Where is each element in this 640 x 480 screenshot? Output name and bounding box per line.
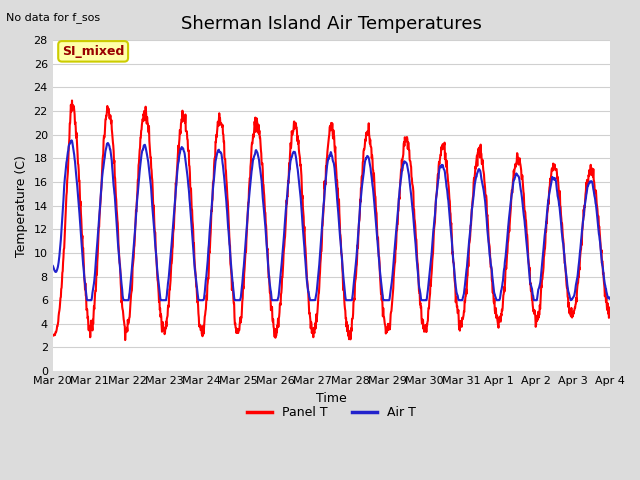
Text: No data for f_sos: No data for f_sos [6,12,100,23]
Air T [68,138,76,144]
Air T [606,295,614,300]
Y-axis label: Temperature (C): Temperature (C) [15,155,28,256]
Panel T [298,173,305,179]
Panel T [115,248,123,254]
Panel T [308,322,316,327]
Air T [286,164,294,169]
Panel T [367,144,374,149]
Title: Sherman Island Air Temperatures: Sherman Island Air Temperatures [181,15,482,33]
Air T [308,297,316,303]
Panel T [92,278,100,284]
Air T [298,206,305,212]
X-axis label: Time: Time [316,392,347,405]
Legend: Panel T, Air T: Panel T, Air T [242,401,421,424]
Panel T [606,305,614,311]
Text: SI_mixed: SI_mixed [62,45,124,58]
Air T [367,166,374,171]
Air T [115,255,123,261]
Panel T [122,337,129,343]
Panel T [286,154,294,160]
Panel T [68,97,76,103]
Air T [49,263,56,269]
Panel T [49,333,56,338]
Air T [83,297,91,303]
Air T [93,250,100,255]
Line: Panel T: Panel T [52,100,610,340]
Line: Air T: Air T [52,141,610,300]
